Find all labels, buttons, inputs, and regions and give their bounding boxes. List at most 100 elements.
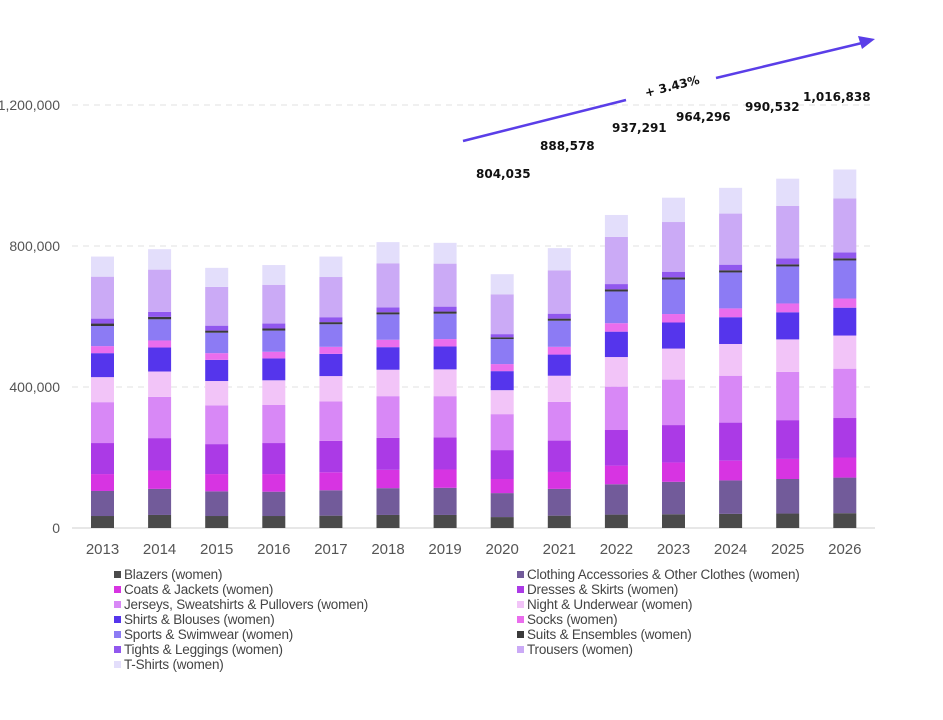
bar-segment bbox=[662, 271, 685, 278]
bar-segment bbox=[205, 491, 229, 517]
growth-rate-label: + 3.43% bbox=[643, 73, 701, 100]
x-tick-label: 2020 bbox=[486, 541, 519, 558]
growth-arrow-head-icon bbox=[858, 36, 875, 49]
legend-swatch bbox=[114, 586, 121, 593]
bar-segment bbox=[719, 213, 743, 265]
bar-segment bbox=[91, 318, 114, 324]
gridlines bbox=[72, 104, 875, 529]
legend-swatch bbox=[517, 631, 524, 638]
legend-label: Coats & Jackets (women) bbox=[124, 582, 274, 597]
bar-segment bbox=[433, 346, 457, 370]
annotations: 804,035 888,578 937,291 964,296 990,5321,016… bbox=[462, 36, 875, 181]
bar-stack-2019 bbox=[433, 242, 457, 528]
bar-segment bbox=[148, 319, 172, 341]
legend-swatch bbox=[114, 616, 121, 623]
bar-segment bbox=[148, 347, 172, 372]
bar-segment bbox=[490, 337, 514, 340]
bar-segment bbox=[547, 440, 571, 472]
x-tick-label: 2018 bbox=[371, 541, 404, 558]
legend-item: Sports & Swimwear (women) bbox=[114, 627, 293, 642]
bar-segment bbox=[91, 353, 114, 378]
bar-stack-2020 bbox=[490, 274, 514, 528]
bar-segment bbox=[319, 490, 343, 516]
bar-segment bbox=[719, 270, 743, 273]
bar-segment bbox=[547, 248, 571, 271]
bar-segment bbox=[205, 330, 229, 333]
bar-segment bbox=[262, 330, 286, 352]
bar-stack-2016 bbox=[262, 265, 286, 528]
bar-segment bbox=[376, 437, 400, 470]
bar-segment bbox=[91, 402, 114, 444]
bar-segment bbox=[376, 396, 400, 438]
bar-stack-2022 bbox=[604, 214, 628, 528]
bar-segment bbox=[604, 514, 628, 528]
bar-segment bbox=[719, 317, 743, 344]
bar-segment bbox=[490, 339, 514, 365]
bar-segment bbox=[148, 371, 172, 397]
bar-segment bbox=[833, 513, 857, 528]
legend-label: Blazers (women) bbox=[124, 567, 223, 582]
y-axis: 0 400,000 800,000 1,200,000 bbox=[0, 97, 60, 536]
bar-segment bbox=[604, 430, 628, 466]
bar-segment bbox=[833, 252, 857, 259]
bar-segment bbox=[719, 264, 743, 271]
x-tick-label: 2023 bbox=[657, 541, 690, 558]
bar-segment bbox=[148, 470, 172, 489]
legend-label: Sports & Swimwear (women) bbox=[124, 627, 294, 642]
bar-segment bbox=[547, 375, 571, 402]
bar-segment bbox=[148, 514, 172, 528]
bar-segment bbox=[319, 353, 343, 377]
bar-segment bbox=[833, 368, 857, 419]
bar-segment bbox=[604, 465, 628, 485]
bar-segment bbox=[262, 265, 286, 285]
bar-segment bbox=[262, 443, 286, 475]
bar-segment bbox=[662, 425, 685, 463]
bar-segment bbox=[719, 480, 743, 514]
total-label-2024: 964,296 bbox=[676, 110, 731, 124]
bar-segment bbox=[547, 320, 571, 347]
bar-segment bbox=[91, 256, 114, 277]
bar-segment bbox=[319, 440, 343, 473]
bar-segment bbox=[490, 517, 514, 528]
legend-swatch bbox=[517, 571, 524, 578]
bar-segment bbox=[376, 369, 400, 397]
bar-segment bbox=[604, 214, 628, 237]
bar-segment bbox=[833, 260, 857, 299]
bar-segment bbox=[262, 380, 286, 405]
bar-segment bbox=[604, 323, 628, 332]
bar-segment bbox=[776, 266, 800, 304]
bar-segment bbox=[262, 284, 286, 324]
legend-item: Tights & Leggings (women) bbox=[114, 642, 283, 657]
bar-segment bbox=[833, 457, 857, 478]
x-tick-label: 2021 bbox=[543, 541, 576, 558]
bar-segment bbox=[490, 450, 514, 480]
bar-segment bbox=[719, 375, 743, 423]
bar-segment bbox=[433, 311, 457, 314]
bar-segment bbox=[319, 256, 343, 278]
bar-segment bbox=[719, 187, 743, 214]
bar-segment bbox=[547, 401, 571, 441]
bar-segment bbox=[433, 339, 457, 347]
legend-item: Clothing Accessories & Other Clothes (wo… bbox=[517, 567, 800, 582]
bar-segment bbox=[776, 513, 800, 528]
bar-segment bbox=[319, 317, 343, 323]
bars bbox=[91, 169, 857, 528]
bar-segment bbox=[91, 346, 114, 354]
bar-segment bbox=[833, 335, 857, 369]
legend-item: Jerseys, Sweatshirts & Pullovers (women) bbox=[114, 597, 368, 612]
bar-segment bbox=[776, 303, 800, 313]
bar-segment bbox=[319, 515, 343, 528]
y-tick-label: 1,200,000 bbox=[0, 97, 60, 113]
x-tick-label: 2024 bbox=[714, 541, 747, 558]
bar-segment bbox=[148, 311, 172, 317]
bar-segment bbox=[91, 377, 114, 403]
total-label-2025: 990,532 bbox=[745, 100, 800, 114]
legend-item: Shirts & Blouses (women) bbox=[114, 612, 275, 627]
bar-segment bbox=[319, 324, 343, 347]
bar-segment bbox=[547, 354, 571, 376]
bar-segment bbox=[604, 291, 628, 324]
bar-segment bbox=[376, 312, 400, 315]
bar-segment bbox=[662, 277, 685, 280]
legend-label: Trousers (women) bbox=[527, 642, 633, 657]
